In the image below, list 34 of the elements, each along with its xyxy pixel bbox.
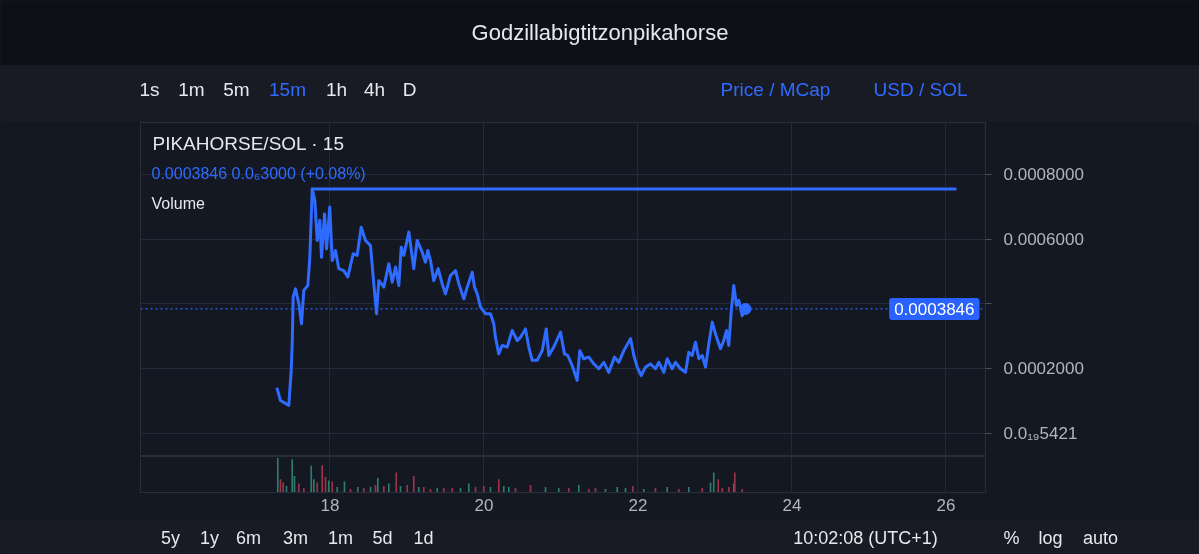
text: 1h [325,79,348,100]
text: 6m [236,527,262,548]
annotation: Volume [151,195,205,212]
text: 1d [413,527,434,548]
text: auto [1082,527,1119,548]
ref-line-label: 0.0003846 [894,299,975,319]
text: 1y [199,527,220,548]
x-tick-label: 18 [320,495,340,515]
y-tick-label: 0.0006000 [1003,229,1084,249]
x-tick-label: 20 [474,495,494,515]
annotation: 0.0003846 0.0₆3000 (+0.08%) [151,165,366,182]
text: 5d [372,527,393,548]
x-tick-label: 22 [628,495,648,515]
text: 5y [160,527,181,548]
text: 1m [328,527,354,548]
text: 10:02:08 (UTC+1) [793,527,938,548]
text: 4h [363,79,386,100]
text: 3m [283,527,309,548]
x-tick-label: 24 [782,495,802,515]
text: PIKAHORSE/SOL · 15 [152,133,344,154]
text: 1m [178,79,205,100]
text: USD / SOL [873,79,968,100]
x-tick-label: 26 [936,495,956,515]
text: D [402,79,417,100]
y-tick-label: 0.0₁₉5421 [1003,424,1078,444]
text: 5m [223,79,250,100]
text: Price / MCap [720,79,831,100]
y-tick-label: 0.0008000 [1003,164,1084,184]
text: 15m [269,79,306,100]
text: 1s [139,79,160,100]
text: % [1003,527,1020,548]
chart-title: Godzillabigtitzonpikahorse [471,20,729,45]
text: log [1038,527,1063,548]
y-tick-label: 0.0002000 [1003,359,1084,379]
